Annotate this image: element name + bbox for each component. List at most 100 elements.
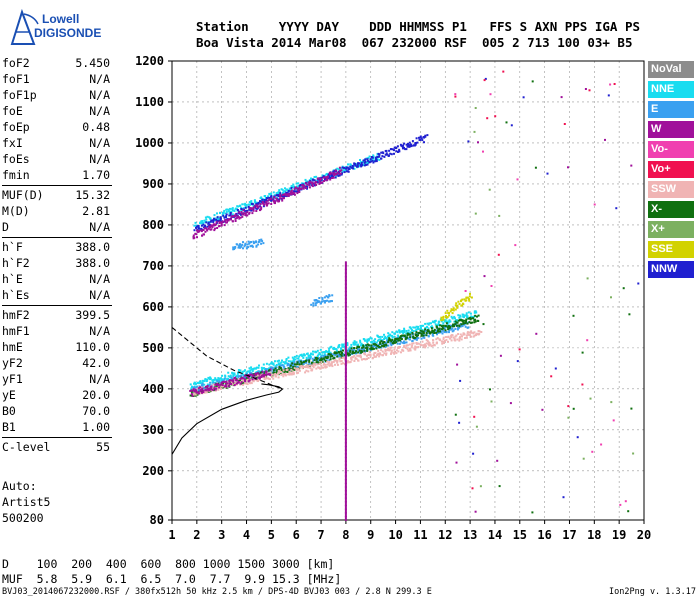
- echo-point: [248, 212, 251, 215]
- echo-point: [437, 329, 439, 332]
- echo-point: [435, 341, 438, 344]
- echo-point: [253, 199, 256, 202]
- echo-point: [404, 338, 407, 341]
- echo-point: [442, 329, 445, 332]
- echo-point: [291, 364, 294, 367]
- echo-point: [424, 134, 427, 137]
- echo-point: [253, 379, 256, 382]
- y-tick-label: 1100: [135, 95, 164, 109]
- echo-point: [204, 230, 207, 233]
- echo-point: [260, 207, 263, 210]
- echo-point: [404, 341, 407, 344]
- echo-point: [364, 353, 367, 356]
- echo-point: [211, 388, 214, 391]
- echo-point: [204, 224, 207, 227]
- echo-point: [272, 362, 275, 365]
- echo-point: [399, 340, 402, 343]
- noise-point: [459, 379, 462, 382]
- echo-point: [316, 177, 319, 180]
- echo-point: [407, 143, 409, 145]
- echo-point: [422, 345, 425, 348]
- param-value: 42.0: [82, 356, 110, 370]
- echo-point: [341, 356, 344, 359]
- legend-item-noval: NoVal: [648, 61, 694, 78]
- echo-point: [331, 177, 333, 179]
- echo-point: [380, 343, 383, 346]
- echo-point: [369, 353, 372, 356]
- echo-point: [463, 298, 466, 301]
- echo-point: [448, 319, 451, 322]
- echo-point: [320, 364, 323, 367]
- echo-point: [437, 331, 440, 334]
- echo-point: [464, 325, 467, 328]
- echo-point: [372, 155, 375, 158]
- noise-point: [581, 383, 584, 386]
- echo-point: [432, 341, 435, 344]
- echo-point: [293, 186, 296, 189]
- echo-point: [243, 379, 246, 382]
- echo-point: [280, 195, 283, 197]
- echo-point: [257, 374, 260, 377]
- echo-point: [263, 203, 266, 206]
- echo-point: [247, 374, 250, 376]
- echo-point: [315, 175, 318, 178]
- echo-point: [250, 378, 253, 381]
- echo-point: [350, 358, 353, 361]
- echo-point: [220, 379, 223, 382]
- echo-point: [244, 212, 247, 215]
- echo-point: [292, 371, 295, 374]
- echo-point: [331, 300, 333, 303]
- echo-point: [280, 368, 283, 371]
- echo-point: [244, 242, 247, 245]
- echo-point: [358, 348, 361, 351]
- echo-point: [230, 379, 233, 382]
- echo-point: [461, 325, 464, 328]
- echo-point: [379, 346, 382, 349]
- echo-point: [380, 151, 383, 154]
- param-label: foEp: [2, 120, 30, 134]
- echo-point: [251, 244, 254, 247]
- echo-point: [293, 368, 296, 371]
- echo-point: [428, 344, 431, 347]
- echo-point: [406, 336, 409, 339]
- echo-point: [347, 354, 350, 357]
- echo-point: [465, 318, 468, 321]
- echo-point: [328, 353, 331, 356]
- echo-point: [339, 350, 342, 353]
- echo-point: [407, 144, 410, 147]
- echo-point: [376, 157, 379, 160]
- echo-point: [405, 330, 408, 332]
- echo-point: [277, 362, 280, 365]
- echo-point: [209, 376, 212, 379]
- echo-point: [378, 338, 381, 341]
- interference-point: [344, 416, 347, 422]
- echo-point: [274, 200, 276, 203]
- echo-point: [294, 186, 297, 189]
- echo-point: [295, 182, 298, 185]
- echo-point: [248, 201, 251, 204]
- echo-point: [442, 336, 445, 339]
- echo-point: [381, 155, 384, 158]
- echo-point: [394, 346, 397, 349]
- echo-point: [282, 191, 284, 194]
- echo-point: [384, 335, 387, 338]
- interference-point: [344, 471, 347, 477]
- echo-point: [348, 346, 351, 349]
- echo-point: [332, 360, 335, 363]
- echo-point: [275, 366, 278, 369]
- echo-point: [337, 174, 340, 177]
- echo-point: [361, 164, 364, 166]
- echo-point: [198, 382, 200, 385]
- echo-point: [216, 382, 219, 385]
- echo-point: [370, 160, 372, 163]
- param-value: 55: [96, 440, 110, 454]
- echo-point: [415, 335, 418, 338]
- echo-point: [220, 378, 223, 381]
- echo-point: [445, 338, 448, 341]
- echo-point: [214, 227, 216, 230]
- x-tick-label: 5: [268, 528, 275, 542]
- echo-point: [326, 354, 329, 357]
- echo-point: [232, 215, 235, 218]
- interference-point: [344, 405, 347, 411]
- echo-point: [229, 376, 232, 379]
